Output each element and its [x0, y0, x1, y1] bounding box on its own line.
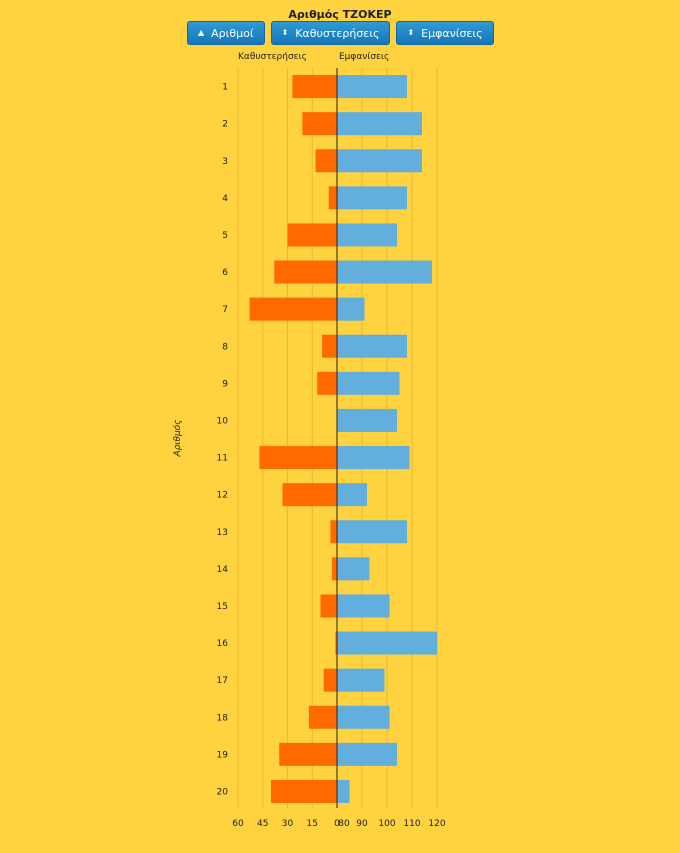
appearance-bar [337, 186, 407, 210]
appearance-bar [337, 371, 400, 395]
category-label: 4 [222, 194, 228, 204]
delay-bar [328, 186, 337, 210]
delay-bar [287, 223, 337, 247]
appearance-bar [337, 112, 422, 136]
category-label: 6 [222, 268, 228, 278]
appearances-header: Εμφανίσεις [339, 52, 390, 62]
category-label: 7 [222, 305, 228, 315]
delay-bar [322, 334, 337, 358]
delays-header: Καθυστερήσεις [238, 52, 307, 62]
appearance-bar [337, 408, 397, 432]
appearance-bar [337, 668, 385, 692]
delay-bar [335, 631, 337, 655]
chart-title: Αριθμός ΤΖΟΚΕΡ [288, 8, 392, 21]
sort-by-delays-label: Καθυστερήσεις [295, 26, 380, 40]
x-tick-label: 90 [356, 819, 368, 829]
delay-bar [282, 483, 337, 507]
appearance-bar [337, 742, 397, 766]
category-label: 13 [217, 528, 228, 538]
x-tick-label: 60 [232, 819, 244, 829]
category-label: 18 [217, 713, 229, 723]
appearance-bar [337, 779, 350, 803]
delay-bar [249, 297, 337, 321]
delay-bar [274, 260, 337, 284]
appearance-bar [337, 705, 390, 729]
x-tick-label: 110 [403, 819, 420, 829]
category-label: 15 [217, 602, 228, 612]
appearance-bar [337, 149, 422, 173]
x-tick-label: 45 [257, 819, 268, 829]
appearance-bar [337, 557, 370, 581]
category-label: 17 [217, 676, 228, 686]
appearance-bar [337, 483, 367, 507]
category-label: 12 [217, 491, 228, 501]
delay-bar [302, 112, 337, 136]
sort-up-icon: ▲ [198, 28, 205, 37]
delay-bar [332, 557, 337, 581]
category-label: 2 [222, 120, 228, 130]
category-label: 9 [222, 379, 228, 389]
appearance-bar [337, 260, 432, 284]
x-tick-label: 80 [338, 819, 350, 829]
delay-bar [292, 75, 337, 99]
appearance-bar [337, 75, 407, 99]
category-label: 3 [222, 157, 228, 167]
delay-bar [330, 520, 337, 544]
delay-bar [323, 668, 337, 692]
sort-by-number-button[interactable]: ▲ Αριθμοί [187, 21, 265, 45]
delay-bar [259, 446, 337, 470]
appearance-bar [337, 446, 410, 470]
x-tick-label: 30 [282, 819, 294, 829]
appearance-bar [337, 334, 407, 358]
sort-by-number-label: Αριθμοί [211, 26, 254, 40]
x-tick-label: 120 [428, 819, 445, 829]
category-label: 8 [222, 342, 228, 352]
category-label: 14 [217, 565, 229, 575]
sort-by-appearances-button[interactable]: ⬍ Εμφανίσεις [396, 21, 494, 45]
appearance-bar [337, 223, 397, 247]
x-tick-label: 15 [307, 819, 318, 829]
delay-bar [308, 705, 337, 729]
x-tick-label: 0 [334, 819, 340, 829]
appearance-bar [337, 594, 390, 618]
category-label: 5 [222, 231, 228, 241]
delay-bar [317, 371, 337, 395]
appearance-bar [337, 631, 437, 655]
appearance-bar [337, 297, 365, 321]
delay-bar [279, 742, 337, 766]
sort-icon: ⬍ [281, 28, 289, 37]
category-label: 20 [217, 787, 229, 797]
category-label: 19 [217, 750, 229, 760]
sort-by-appearances-label: Εμφανίσεις [421, 26, 483, 40]
appearance-bar [337, 520, 407, 544]
category-label: 1 [222, 83, 228, 93]
category-label: 10 [217, 416, 229, 426]
x-tick-label: 100 [378, 819, 395, 829]
sort-icon: ⬍ [407, 28, 415, 37]
delay-bar [271, 779, 337, 803]
category-label: 16 [217, 639, 229, 649]
sort-by-delays-button[interactable]: ⬍ Καθυστερήσεις [270, 21, 391, 45]
category-label: 11 [217, 454, 228, 464]
delay-bar [315, 149, 337, 173]
sort-toolbar: ▲ Αριθμοί ⬍ Καθυστερήσεις ⬍ Εμφανίσεις [187, 21, 494, 45]
delay-bar [320, 594, 337, 618]
